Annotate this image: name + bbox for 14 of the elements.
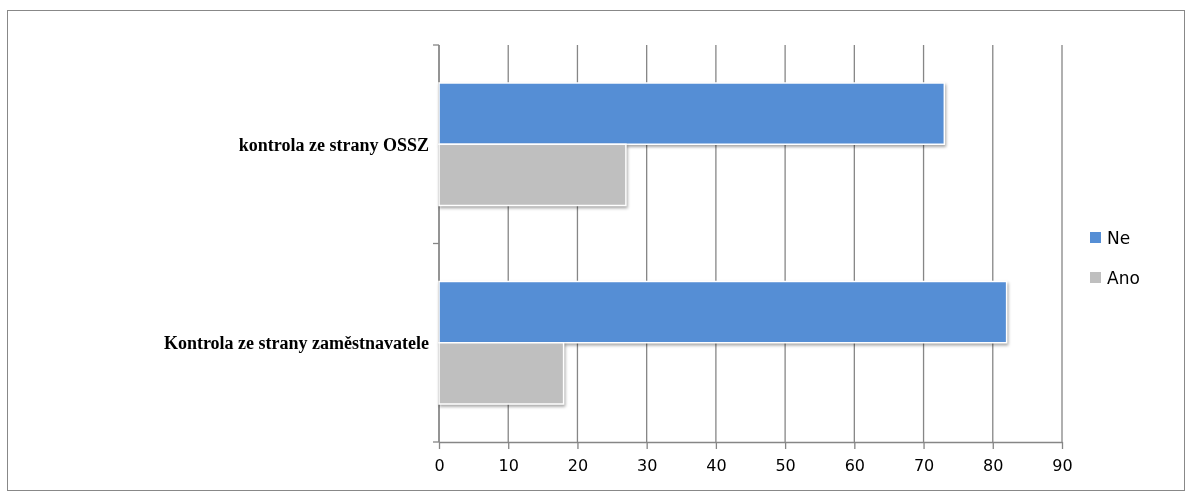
legend-label: Ne bbox=[1107, 227, 1131, 248]
y-tick-label: Kontrola ze strany zaměstnavatele bbox=[163, 333, 430, 354]
x-tick-label: 80 bbox=[983, 456, 1004, 476]
x-tick-label: 60 bbox=[844, 456, 866, 476]
x-tick-label: 50 bbox=[775, 456, 796, 476]
x-tick-label: 10 bbox=[498, 456, 519, 476]
x-tick-label: 30 bbox=[636, 456, 658, 476]
x-tick-label: 90 bbox=[1052, 456, 1073, 476]
x-tick-label: 70 bbox=[913, 456, 935, 476]
x-tick-label: 40 bbox=[706, 456, 727, 476]
y-tick-label: kontrola ze strany OSSZ bbox=[238, 134, 429, 155]
x-tick-label: 20 bbox=[567, 456, 589, 476]
x-tick-label: 0 bbox=[434, 456, 445, 476]
legend-label: Ano bbox=[1107, 267, 1140, 288]
